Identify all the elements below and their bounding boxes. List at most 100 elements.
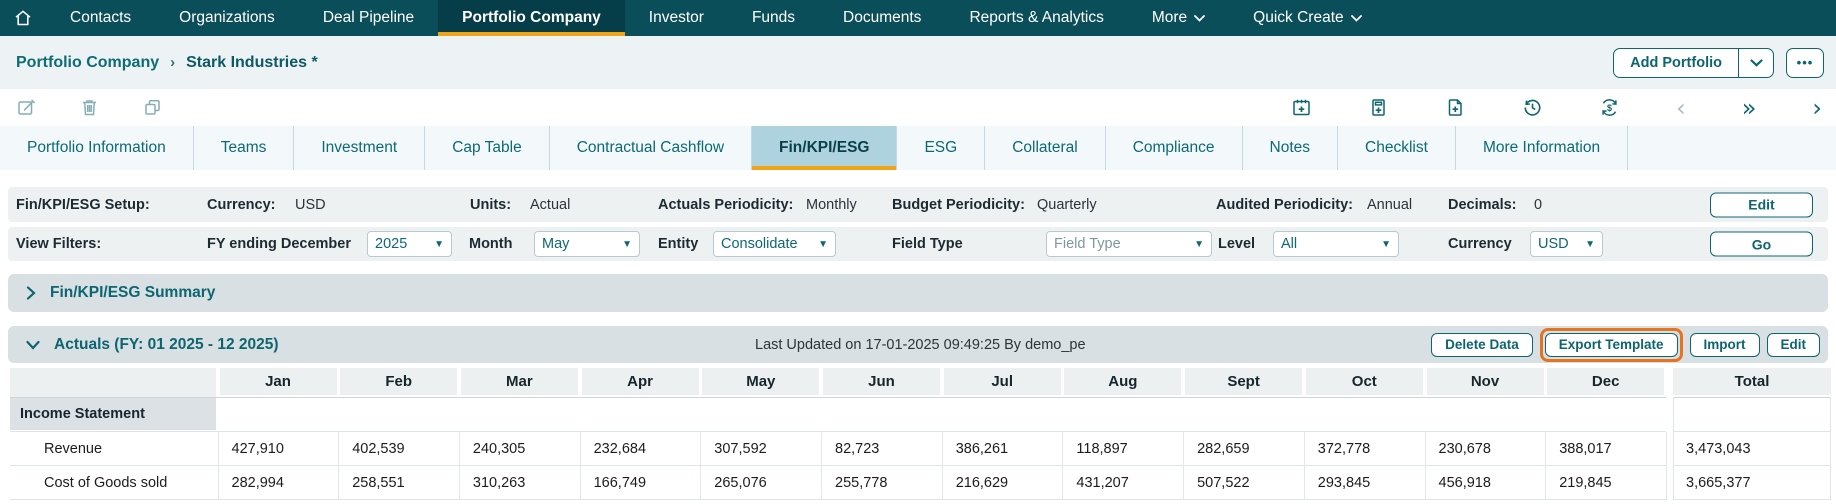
nav-item-organizations[interactable]: Organizations — [179, 9, 275, 26]
nav-item-quick-create[interactable]: Quick Create — [1229, 0, 1385, 36]
nav-item-portfolio-company[interactable]: Portfolio Company — [438, 0, 625, 36]
row-header-cell — [10, 368, 216, 397]
total-column: Total 3,473,043 3,665,377 — [1673, 368, 1831, 500]
column-header-total: Total — [1673, 368, 1831, 395]
filter-select-currency[interactable]: USD ▼ — [1530, 231, 1603, 257]
tab-collateral[interactable]: Collateral — [985, 126, 1106, 170]
column-header-feb: Feb — [340, 368, 458, 395]
caret-down-icon: ▼ — [434, 238, 444, 250]
column-header-dec: Dec — [1547, 368, 1665, 395]
total-column-body — [1673, 397, 1831, 500]
top-navbar: Contacts Organizations Deal Pipeline Portfo… — [0, 0, 1836, 36]
filter-select-level[interactable]: All ▼ — [1273, 231, 1399, 257]
edit-button[interactable]: Edit — [1766, 332, 1820, 357]
filter-select-month[interactable]: May ▼ — [534, 231, 640, 257]
chevron-right-icon[interactable]: › — [1812, 93, 1822, 122]
delete-data-button[interactable]: Delete Data — [1431, 332, 1533, 357]
filter-label-field-type: Field Type — [892, 236, 963, 252]
export-template-button[interactable]: Export Template — [1544, 332, 1678, 357]
column-divider — [579, 432, 581, 500]
tab-investment[interactable]: Investment — [294, 126, 426, 170]
nav-item-deal-pipeline[interactable]: Deal Pipeline — [322, 9, 415, 26]
column-header-apr: Apr — [581, 368, 699, 395]
nav-item-funds[interactable]: Funds — [751, 9, 796, 26]
cell-cost-of-goods-sold-dec: 219,845 — [1559, 474, 1612, 491]
column-divider — [458, 432, 460, 500]
cell-cost-of-goods-sold-aug: 431,207 — [1076, 474, 1129, 491]
row-divider — [1673, 431, 1831, 432]
cell-revenue-oct: 372,778 — [1317, 440, 1371, 457]
history-icon[interactable] — [1522, 97, 1543, 118]
setup-edit-button[interactable]: Edit — [1710, 192, 1813, 217]
setup-label-actuals-periodicity: Actuals Periodicity: — [658, 196, 794, 213]
tab-notes[interactable]: Notes — [1243, 126, 1339, 170]
cell-revenue-mar: 240,305 — [472, 440, 526, 457]
filter-select-field-type[interactable]: Field Type ▼ — [1046, 231, 1212, 257]
setup-section-label: Fin/KPI/ESG Setup: — [16, 196, 150, 213]
toolbar-right-icons: $ ‹ » › — [1291, 93, 1822, 122]
header-divider — [10, 397, 1666, 398]
edit-icon[interactable] — [16, 97, 37, 118]
nav-item-contacts[interactable]: Contacts — [70, 9, 132, 26]
tab-more-information[interactable]: More Information — [1456, 126, 1629, 170]
tab-portfolio-information[interactable]: Portfolio Information — [0, 126, 194, 170]
add-portfolio-dropdown-button[interactable] — [1738, 48, 1773, 77]
setup-value-units: Actual — [530, 196, 571, 213]
delete-icon[interactable] — [79, 97, 100, 118]
tab-cap-table[interactable]: Cap Table — [425, 126, 550, 170]
cell-revenue-nov: 230,678 — [1438, 440, 1491, 457]
table-row-revenue: Revenue 427,910 402,539 240,305 232,684 307,5… — [10, 432, 1666, 466]
import-button[interactable]: Import — [1689, 332, 1760, 357]
filter-label-entity: Entity — [658, 236, 699, 252]
cell-revenue-total: 3,473,043 — [1686, 441, 1751, 457]
detail-tabbar: Portfolio Information Teams Investment Cap … — [0, 126, 1836, 170]
nav-item-more[interactable]: More — [1128, 0, 1229, 36]
cell-cost-of-goods-sold-may: 265,076 — [714, 474, 767, 491]
more-options-button[interactable]: ••• — [1786, 47, 1824, 78]
column-header-aug: Aug — [1064, 368, 1182, 395]
cell-cost-of-goods-sold-jun: 255,778 — [835, 474, 888, 491]
calendar-add-icon[interactable] — [1291, 97, 1312, 118]
currency-refresh-icon[interactable]: $ — [1599, 97, 1620, 118]
caret-down-icon: ▼ — [1194, 238, 1204, 250]
setup-value-audited-periodicity: Annual — [1367, 196, 1413, 213]
page-actions: Add Portfolio ••• — [1613, 47, 1824, 78]
report-add-icon[interactable] — [1368, 97, 1389, 118]
filter-label-level: Level — [1218, 236, 1256, 252]
duplicate-icon[interactable] — [142, 97, 163, 118]
fin-kpi-esg-summary-header[interactable]: Fin/KPI/ESG Summary — [8, 274, 1828, 312]
cell-cost-of-goods-sold-nov: 456,918 — [1438, 474, 1491, 491]
tab-compliance[interactable]: Compliance — [1106, 126, 1243, 170]
actuals-section-header[interactable]: Actuals (FY: 01 2025 - 12 2025) Last Upd… — [8, 326, 1828, 363]
column-header-oct: Oct — [1305, 368, 1423, 395]
tab-contractual-cashflow[interactable]: Contractual Cashflow — [550, 126, 753, 170]
nav-item-reports-analytics[interactable]: Reports & Analytics — [969, 9, 1104, 26]
cell-revenue-may: 307,592 — [714, 440, 767, 457]
cell-cost-of-goods-sold-sept: 507,522 — [1197, 474, 1250, 491]
filters-go-button[interactable]: Go — [1710, 231, 1813, 257]
cell-cost-of-goods-sold-mar: 310,263 — [472, 474, 526, 491]
cell-revenue-apr: 232,684 — [593, 440, 647, 457]
filter-select-entity[interactable]: Consolidate ▼ — [713, 231, 836, 257]
column-header-jan: Jan — [219, 368, 337, 395]
tab-esg[interactable]: ESG — [897, 126, 986, 170]
nav-item-documents[interactable]: Documents — [843, 9, 922, 26]
add-portfolio-button[interactable]: Add Portfolio — [1630, 54, 1722, 71]
home-icon[interactable] — [0, 0, 46, 36]
double-chevron-right-icon[interactable]: » — [1741, 93, 1757, 122]
column-header-jul: Jul — [943, 368, 1061, 395]
highlight-box: Export Template — [1539, 327, 1683, 362]
column-divider — [821, 432, 822, 500]
filter-select-fy-ending-december[interactable]: 2025 ▼ — [367, 231, 452, 257]
chevron-left-icon[interactable]: ‹ — [1676, 93, 1686, 122]
tab-checklist[interactable]: Checklist — [1338, 126, 1456, 170]
breadcrumb-parent[interactable]: Portfolio Company — [16, 53, 160, 71]
column-divider — [1545, 432, 1547, 500]
tab-teams[interactable]: Teams — [194, 126, 295, 170]
setup-value-decimals: 0 — [1534, 196, 1543, 213]
chevron-right-icon — [26, 286, 36, 300]
tab-fin-kpi-esg[interactable]: Fin/KPI/ESG — [752, 126, 898, 170]
file-add-icon[interactable] — [1445, 97, 1466, 118]
nav-item-investor[interactable]: Investor — [648, 9, 704, 26]
